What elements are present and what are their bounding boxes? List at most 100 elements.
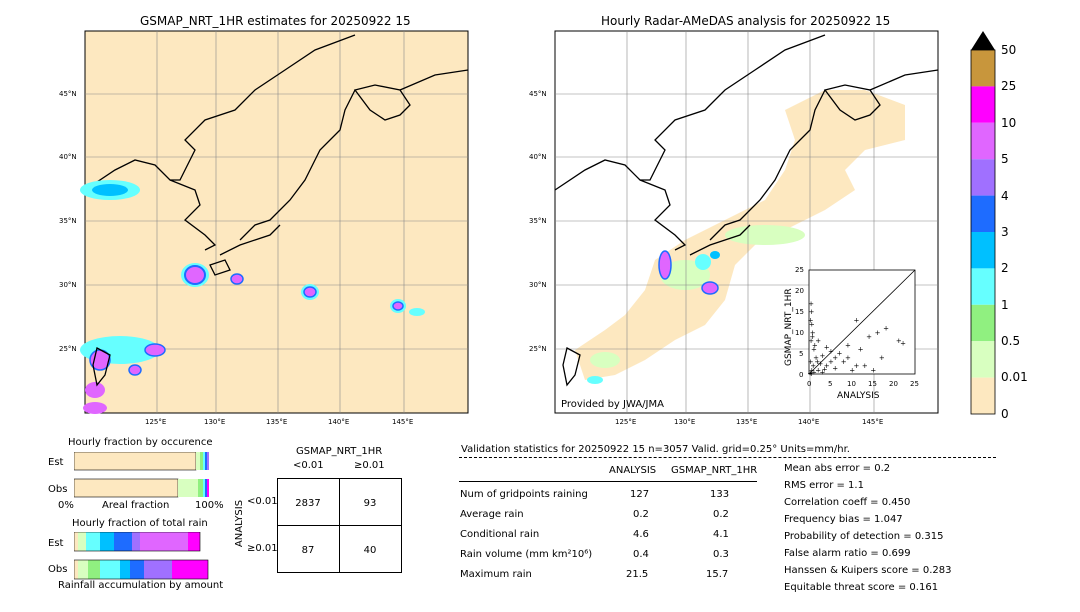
score-line: Frequency bias = 1.047 (784, 514, 903, 525)
scatter-point: + (815, 337, 821, 345)
scatter-tick: 25 (795, 266, 804, 274)
colorbar-tick: 0.5 (1001, 334, 1020, 348)
score-line: Correlation coeff = 0.450 (784, 497, 911, 508)
scatter-tick: 20 (795, 287, 804, 295)
scatter-point: + (836, 350, 842, 358)
total-rain-row-est: Est (48, 538, 64, 549)
lon-label: 140°E (328, 418, 349, 426)
contingency-row1: <0.01 (247, 496, 278, 507)
scatter-point: + (809, 366, 815, 374)
validation-row-label: Average rain (460, 509, 524, 520)
contingency-grid: 2837 93 87 40 (277, 478, 402, 573)
occurrence-row-obs: Obs (48, 484, 68, 495)
lat-label: 45°N (529, 90, 547, 98)
validation-row-analysis: 21.5 (626, 569, 649, 580)
colorbar-tick: 10 (1001, 116, 1016, 130)
contingency-d: 40 (364, 545, 377, 556)
scatter-point: + (808, 308, 814, 316)
score-line: False alarm ratio = 0.699 (784, 548, 911, 559)
contingency-b: 93 (364, 498, 377, 509)
lat-label: 30°N (59, 281, 77, 289)
colorbar-tick: 4 (1001, 189, 1009, 203)
lat-label: 30°N (529, 281, 547, 289)
right-map-title: Hourly Radar-AMeDAS analysis for 2025092… (601, 14, 891, 28)
scatter-point: + (828, 358, 834, 366)
scatter-point: + (824, 362, 830, 370)
scatter-point: + (853, 362, 859, 370)
colorbar-cell (971, 268, 995, 305)
colorbar-tick: 2 (1001, 261, 1009, 275)
lat-label: 40°N (529, 153, 547, 161)
scatter-point: + (849, 366, 855, 374)
colorbar-cell (971, 377, 995, 414)
lon-label: 140°E (798, 418, 819, 426)
validation-row-label: Rain volume (mm km²10⁶) (460, 549, 593, 560)
scatter-point: + (866, 333, 872, 341)
scatter-point: + (812, 341, 818, 349)
colorbar-cell (971, 122, 995, 160)
scatter-point: + (808, 358, 814, 366)
validation-row-analysis: 4.6 (633, 529, 649, 540)
lat-label: 25°N (529, 345, 547, 353)
occurrence-axis-left: 0% (58, 500, 74, 511)
scatter-point: + (815, 366, 821, 374)
scatter-point: + (809, 333, 815, 341)
occurrence-axis-mid: Areal fraction (102, 500, 170, 511)
right-map: ++++++++++++++++++ ++++++++++++++++++++++… (529, 30, 939, 426)
scatter-points: ++++++++++++++++++ ++++++++++++++++++++++… (807, 300, 906, 378)
scatter-tick: 20 (889, 380, 898, 388)
scatter-point: + (841, 358, 847, 366)
data-credit: Provided by JWA/JMA (561, 399, 664, 410)
scatter-point: + (845, 354, 851, 362)
scatter-point: + (817, 360, 823, 368)
scatter-point: + (900, 339, 906, 347)
colorbar-tick: 3 (1001, 225, 1009, 239)
scatter-ylabel: GSMAP_NRT_1HR (784, 288, 794, 366)
left-map: 45°N 40°N 35°N 30°N 25°N 125°E 130°E 135… (59, 30, 469, 426)
contingency-c: 87 (302, 545, 315, 556)
total-rain-row-obs: Obs (48, 564, 68, 575)
scatter-point: + (862, 362, 868, 370)
lon-label: 145°E (392, 418, 413, 426)
scatter-point: + (896, 337, 902, 345)
validation-col-rule (459, 481, 757, 482)
contingency-row2: ≥0.01 (247, 543, 278, 554)
scatter-point: + (879, 354, 885, 362)
scatter-tick: 5 (828, 380, 832, 388)
lat-label: 45°N (59, 90, 77, 98)
validation-row-analysis: 0.4 (633, 549, 649, 560)
validation-row-gsmap: 133 (710, 489, 730, 500)
scatter-tick: 15 (868, 380, 877, 388)
scatter-point: + (811, 368, 817, 376)
validation-row-gsmap: 15.7 (706, 569, 729, 580)
scatter-tick: 0 (799, 371, 803, 379)
scatter-point: + (828, 348, 834, 356)
contingency-title: GSMAP_NRT_1HR (296, 446, 383, 457)
colorbar-cell (971, 195, 995, 232)
lon-label: 130°E (204, 418, 225, 426)
validation-header: Validation statistics for 20250922 15 n=… (461, 444, 850, 455)
validation-row-label: Num of gridpoints raining (460, 489, 588, 500)
left-map-title: GSMAP_NRT_1HR estimates for 20250922 15 (140, 14, 411, 28)
validation-row-gsmap: 4.1 (713, 529, 729, 540)
lat-label: 40°N (59, 153, 77, 161)
scatter-point: + (853, 316, 859, 324)
lat-label: 25°N (59, 345, 77, 353)
validation-col-gsmap: GSMAP_NRT_1HR (671, 465, 758, 476)
colorbar-tick: 50 (1001, 43, 1016, 57)
occurrence-row-est: Est (48, 457, 64, 468)
colorbar-cell (971, 232, 995, 269)
validation-row-label: Conditional rain (460, 529, 540, 540)
scatter-point: + (858, 346, 864, 354)
colorbar-tick: 25 (1001, 79, 1016, 93)
scatter-point: + (870, 366, 876, 374)
colorbar: 50 25 10 5 4 3 2 1 0.5 0.01 0 (970, 31, 1028, 420)
lat-label: 35°N (529, 217, 547, 225)
contingency-side-label: ANALYSIS (234, 499, 246, 548)
lon-label: 130°E (674, 418, 695, 426)
scatter-tick: 5 (799, 350, 803, 358)
scatter-point: + (807, 370, 813, 378)
occurrence-axis-right: 100% (195, 500, 224, 511)
validation-row-gsmap: 0.3 (713, 549, 729, 560)
scatter-xlabel: ANALYSIS (837, 391, 880, 401)
